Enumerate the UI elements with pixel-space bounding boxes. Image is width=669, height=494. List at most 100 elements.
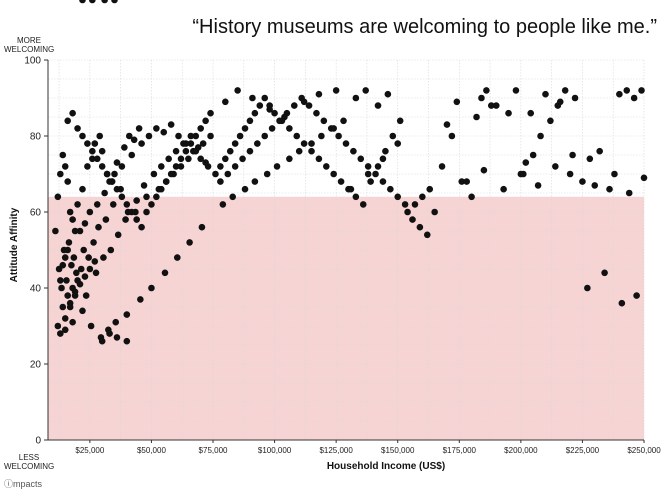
data-point	[54, 322, 62, 330]
data-point	[64, 292, 72, 299]
data-point	[167, 170, 175, 178]
data-point	[133, 216, 140, 223]
data-point	[66, 303, 74, 311]
data-point	[123, 201, 131, 208]
data-point	[394, 140, 402, 147]
data-point	[254, 140, 261, 147]
data-point	[483, 87, 490, 94]
data-point	[81, 273, 89, 280]
data-point	[65, 239, 73, 246]
data-point	[130, 136, 138, 144]
data-point	[180, 140, 187, 147]
data-point	[96, 132, 104, 140]
data-point	[77, 265, 85, 273]
data-point	[318, 132, 325, 140]
data-point	[89, 0, 96, 4]
data-point	[125, 132, 133, 140]
data-point	[160, 128, 168, 136]
data-point	[102, 216, 110, 223]
data-point	[616, 90, 623, 98]
data-point	[101, 0, 108, 4]
data-point	[111, 0, 118, 4]
data-point	[148, 284, 155, 292]
y-tick-label: 100	[24, 56, 41, 67]
data-point	[133, 197, 140, 204]
data-point	[91, 258, 99, 265]
data-point	[70, 254, 78, 261]
x-axis-label: Household Income (US$)	[327, 461, 445, 472]
data-point	[438, 163, 446, 170]
data-point	[122, 216, 129, 223]
data-point	[157, 185, 165, 193]
chart-title: “History museums are welcoming to people…	[192, 16, 657, 38]
data-point	[107, 246, 115, 254]
data-point	[251, 178, 259, 185]
data-point	[286, 125, 293, 132]
data-point	[352, 193, 360, 201]
data-point	[93, 155, 101, 163]
x-tick-label: $125,000	[319, 446, 353, 455]
x-tick-label: $50,000	[137, 446, 166, 455]
y-tick-label: 60	[30, 208, 42, 219]
data-point	[89, 155, 96, 163]
data-point	[86, 265, 94, 273]
data-point	[268, 125, 276, 132]
data-point	[458, 178, 466, 185]
data-point	[219, 201, 227, 208]
data-point	[172, 163, 180, 170]
data-point	[566, 170, 574, 178]
data-point	[480, 166, 488, 174]
data-point	[384, 90, 392, 98]
data-point	[579, 178, 586, 185]
data-point	[212, 170, 219, 178]
data-point	[286, 155, 293, 163]
data-point	[337, 178, 345, 185]
data-point	[520, 170, 527, 178]
data-point	[256, 102, 264, 109]
data-point	[231, 163, 239, 170]
data-point	[68, 261, 75, 269]
data-point	[90, 239, 97, 246]
data-point	[401, 201, 409, 208]
data-point	[367, 178, 374, 185]
data-point	[315, 155, 323, 163]
data-point	[58, 284, 65, 292]
data-point	[300, 98, 308, 106]
data-point	[640, 174, 648, 182]
data-point	[112, 318, 120, 326]
data-point	[468, 193, 475, 201]
data-point	[623, 87, 631, 94]
data-point	[192, 147, 200, 155]
data-point	[246, 147, 254, 155]
x-tick-label: $200,000	[504, 446, 538, 455]
data-point	[118, 163, 126, 170]
data-point	[389, 132, 397, 140]
data-point	[74, 201, 81, 208]
less-welcoming-band	[48, 196, 644, 440]
data-point	[295, 147, 303, 155]
x-tick-label: $75,000	[199, 446, 228, 455]
data-point	[57, 330, 64, 337]
data-point	[143, 193, 150, 201]
data-point	[222, 98, 229, 106]
data-point	[231, 140, 239, 147]
data-point	[64, 246, 72, 254]
data-point	[320, 117, 328, 125]
data-point	[300, 140, 308, 147]
data-point	[409, 216, 416, 223]
data-point	[80, 246, 88, 254]
data-point	[492, 102, 500, 109]
data-point	[416, 223, 424, 231]
data-point	[226, 147, 234, 155]
data-point	[596, 147, 603, 155]
data-point	[488, 102, 495, 109]
data-point	[379, 178, 387, 185]
data-point	[100, 254, 107, 261]
data-point	[394, 193, 402, 201]
data-point	[111, 170, 118, 178]
data-point	[186, 239, 193, 246]
data-point	[145, 132, 153, 140]
data-point	[586, 155, 594, 163]
x-tick-label: $225,000	[566, 446, 600, 455]
